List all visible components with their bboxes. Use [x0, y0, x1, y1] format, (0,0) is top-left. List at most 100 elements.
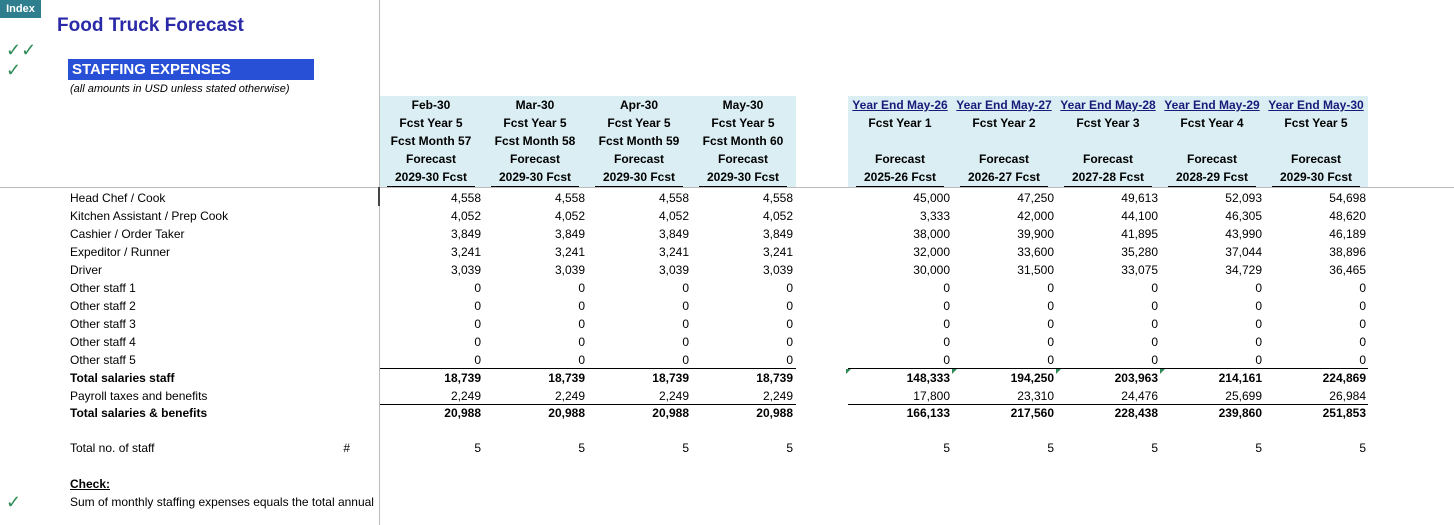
- month-header: May-30: [722, 98, 764, 112]
- table-cell: 5: [943, 441, 950, 455]
- table-cell: 3,241: [554, 245, 585, 259]
- year-header: Fcst Year 5: [503, 116, 567, 130]
- row-label: Other staff 1: [70, 281, 136, 295]
- table-cell: 148,333: [906, 371, 950, 385]
- double-check-icon: ✓✓: [6, 40, 37, 60]
- table-cell: 0: [1255, 299, 1262, 313]
- fiscal-year-header: 2029-30 Fcst: [387, 168, 475, 187]
- forecast-type-header: Forecast: [1082, 152, 1134, 166]
- table-cell: 43,990: [1225, 227, 1262, 241]
- comment-indicator-icon: [1056, 369, 1061, 374]
- table-cell: 0: [1047, 317, 1054, 331]
- table-cell: 0: [786, 353, 793, 367]
- row-label: Driver: [70, 263, 102, 277]
- forecast-type-header: Forecast: [1186, 152, 1238, 166]
- forecast-type-header: Forecast: [1290, 152, 1342, 166]
- forecast-type-header: Forecast: [509, 152, 561, 166]
- table-cell: 224,869: [1322, 371, 1366, 385]
- comment-indicator-icon: [952, 369, 957, 374]
- table-cell: 0: [1151, 335, 1158, 349]
- forecast-type-header: Forecast: [613, 152, 665, 166]
- table-cell: 2,249: [554, 389, 585, 403]
- column-divider: [379, 0, 380, 525]
- table-cell: 5: [1359, 441, 1366, 455]
- forecast-month-header: Fcst Month 59: [598, 134, 680, 148]
- row-label: Total no. of staff: [70, 441, 155, 455]
- year-end-header-link[interactable]: Year End May-28: [1060, 98, 1156, 112]
- table-cell: 0: [943, 353, 950, 367]
- row-label: Total salaries & benefits: [70, 406, 208, 420]
- table-cell: 5: [474, 441, 481, 455]
- annual-header-band: [848, 96, 1368, 187]
- table-cell: 0: [474, 299, 481, 313]
- year-header: Fcst Year 1: [868, 116, 932, 130]
- table-cell: 214,161: [1218, 371, 1262, 385]
- table-cell: 52,093: [1225, 191, 1262, 205]
- forecast-type-header: Forecast: [405, 152, 457, 166]
- table-cell: 0: [1047, 281, 1054, 295]
- table-cell: 217,560: [1010, 406, 1054, 420]
- table-cell: 18,739: [652, 371, 689, 385]
- fiscal-year-header: 2029-30 Fcst: [595, 168, 683, 187]
- table-cell: 35,280: [1121, 245, 1158, 259]
- table-cell: 39,900: [1017, 227, 1054, 241]
- table-cell: 0: [474, 335, 481, 349]
- table-cell: 0: [474, 353, 481, 367]
- table-cell: 4,558: [658, 191, 689, 205]
- fiscal-year-header: 2025-26 Fcst: [856, 168, 944, 187]
- table-cell: 46,305: [1225, 209, 1262, 223]
- row-label: Payroll taxes and benefits: [70, 389, 208, 403]
- table-cell: 3,241: [658, 245, 689, 259]
- table-cell: 5: [786, 441, 793, 455]
- table-cell: 0: [1359, 317, 1366, 331]
- table-cell: 0: [578, 299, 585, 313]
- page-title: Food Truck Forecast: [57, 15, 244, 36]
- index-button[interactable]: Index: [0, 0, 41, 18]
- row-label: Other staff 3: [70, 317, 136, 331]
- table-cell: 31,500: [1017, 263, 1054, 277]
- fiscal-year-header: 2028-29 Fcst: [1168, 168, 1256, 187]
- row-label: Other staff 4: [70, 335, 136, 349]
- fiscal-year-header: 2029-30 Fcst: [699, 168, 787, 187]
- table-cell: 3,241: [450, 245, 481, 259]
- table-cell: 4,558: [450, 191, 481, 205]
- year-end-header-link[interactable]: Year End May-29: [1164, 98, 1260, 112]
- check-description: Sum of monthly staffing expenses equals …: [70, 495, 374, 509]
- table-cell: 2,249: [450, 389, 481, 403]
- table-cell: 54,698: [1329, 191, 1366, 205]
- year-end-header-link[interactable]: Year End May-27: [956, 98, 1052, 112]
- table-cell: 194,250: [1010, 371, 1054, 385]
- table-cell: 0: [578, 335, 585, 349]
- table-cell: 0: [1255, 335, 1262, 349]
- year-header: Fcst Year 4: [1180, 116, 1244, 130]
- table-cell: 20,988: [548, 406, 585, 420]
- table-cell: 4,052: [450, 209, 481, 223]
- table-cell: 33,075: [1121, 263, 1158, 277]
- table-cell: 3,039: [554, 263, 585, 277]
- comment-indicator-icon: [846, 369, 851, 374]
- table-cell: 3,849: [762, 227, 793, 241]
- table-cell: 25,699: [1225, 389, 1262, 403]
- table-cell: 0: [1151, 299, 1158, 313]
- table-cell: 23,310: [1017, 389, 1054, 403]
- table-cell: 5: [682, 441, 689, 455]
- table-cell: 4,558: [554, 191, 585, 205]
- table-cell: 3,039: [450, 263, 481, 277]
- table-cell: 24,476: [1121, 389, 1158, 403]
- total-rule: [380, 368, 796, 369]
- year-end-header-link[interactable]: Year End May-30: [1268, 98, 1364, 112]
- table-cell: 203,963: [1114, 371, 1158, 385]
- table-cell: 3,849: [554, 227, 585, 241]
- row-label: Other staff 2: [70, 299, 136, 313]
- table-cell: 0: [1359, 281, 1366, 295]
- table-cell: 166,133: [906, 406, 950, 420]
- table-cell: 44,100: [1121, 209, 1158, 223]
- row-label: Total salaries staff: [70, 371, 175, 385]
- table-cell: 0: [578, 281, 585, 295]
- row-label: Head Chef / Cook: [70, 191, 166, 205]
- year-end-header-link[interactable]: Year End May-26: [852, 98, 948, 112]
- forecast-type-header: Forecast: [978, 152, 1030, 166]
- table-cell: 33,600: [1017, 245, 1054, 259]
- row-label: Kitchen Assistant / Prep Cook: [70, 209, 229, 223]
- table-cell: 0: [1151, 353, 1158, 367]
